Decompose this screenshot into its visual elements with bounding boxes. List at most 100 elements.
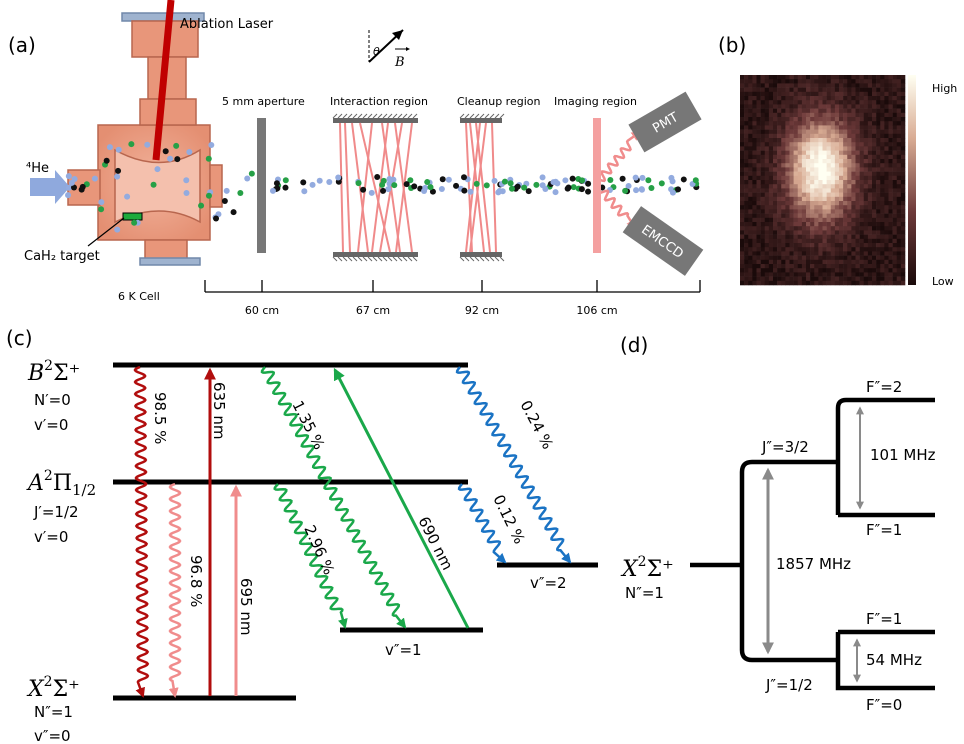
pixel — [810, 238, 815, 244]
pixel — [740, 217, 745, 223]
pixel — [872, 251, 877, 256]
pixel — [768, 280, 774, 286]
pixel — [785, 142, 790, 147]
pixel — [847, 171, 852, 177]
pixel — [822, 188, 827, 193]
pixel — [880, 272, 885, 277]
pixel — [843, 83, 848, 88]
pixel — [843, 91, 848, 97]
beam-particle — [114, 173, 121, 180]
pixel — [756, 121, 761, 126]
pixel — [752, 226, 757, 231]
pixel — [822, 205, 827, 210]
pixel — [859, 213, 865, 219]
pixel — [863, 96, 869, 101]
label: Interaction region — [330, 95, 428, 108]
beam-particle — [274, 185, 281, 192]
pixel — [814, 75, 819, 80]
pixel — [867, 247, 873, 252]
pixel — [880, 159, 885, 164]
pixel — [851, 209, 856, 214]
beam-particle — [98, 199, 105, 206]
pixel — [801, 167, 807, 172]
pixel — [826, 251, 832, 256]
pixel — [785, 129, 790, 135]
pixel — [810, 79, 815, 84]
pixel — [876, 150, 881, 156]
pixel — [855, 150, 860, 156]
pixel — [859, 171, 865, 177]
pixel — [814, 201, 819, 206]
pixel — [892, 188, 898, 193]
pixel — [785, 125, 790, 130]
pixel — [789, 129, 794, 135]
pixel — [872, 171, 877, 177]
pixel — [867, 75, 873, 80]
pixel — [839, 121, 844, 126]
pixel — [830, 121, 836, 126]
pixel — [777, 117, 782, 122]
pixel — [884, 280, 889, 286]
pixel — [793, 142, 799, 147]
pixel — [867, 142, 873, 147]
pixel — [900, 104, 906, 109]
pixel — [764, 247, 770, 252]
pixel — [781, 272, 786, 277]
pixel — [801, 171, 807, 177]
pixel — [818, 213, 823, 219]
pixel — [768, 117, 774, 122]
pixel — [826, 87, 832, 93]
pixel — [851, 184, 856, 189]
pixel — [814, 222, 819, 227]
pixel — [752, 188, 757, 193]
pixel — [834, 217, 840, 223]
pixel — [851, 280, 856, 286]
pixel — [789, 196, 794, 202]
pixel — [851, 108, 856, 114]
pixel — [884, 112, 889, 118]
pixel — [810, 125, 815, 130]
pixel — [744, 222, 749, 227]
pixel — [752, 138, 757, 143]
pixel — [756, 112, 761, 118]
pixel — [855, 184, 860, 189]
pixel — [830, 133, 836, 139]
pixel — [806, 276, 811, 282]
pixel — [847, 196, 852, 202]
hatch — [494, 256, 500, 262]
beam-particle — [65, 173, 72, 180]
state-label: A2Π1/2 — [26, 468, 96, 499]
pixel — [843, 171, 848, 177]
pixel — [867, 268, 873, 273]
pixel — [880, 104, 885, 109]
pixel — [777, 243, 782, 248]
pixel — [859, 96, 865, 101]
pixel — [822, 192, 827, 198]
hatch — [372, 256, 378, 262]
pixel — [810, 201, 815, 206]
beam-particle — [183, 190, 190, 197]
pixel — [814, 205, 819, 210]
pixel — [793, 138, 799, 143]
pixel — [892, 167, 898, 172]
pixel — [876, 100, 881, 105]
pixel — [880, 121, 885, 126]
pixel — [863, 234, 869, 240]
pixel — [740, 264, 745, 269]
beam-particle — [213, 215, 220, 222]
pixel — [892, 243, 898, 248]
beam-particle — [335, 174, 342, 181]
pixel — [855, 125, 860, 130]
pixel — [884, 154, 889, 160]
pixel — [880, 83, 885, 88]
pixel — [764, 192, 770, 198]
pixel — [855, 146, 860, 151]
pixel — [760, 175, 766, 181]
laser-pass — [379, 122, 403, 253]
beam-particle — [579, 177, 586, 184]
pixel — [748, 255, 753, 261]
pixel — [806, 268, 811, 273]
pixel — [764, 163, 770, 168]
pixel — [826, 213, 832, 219]
beam-particle — [65, 192, 72, 199]
